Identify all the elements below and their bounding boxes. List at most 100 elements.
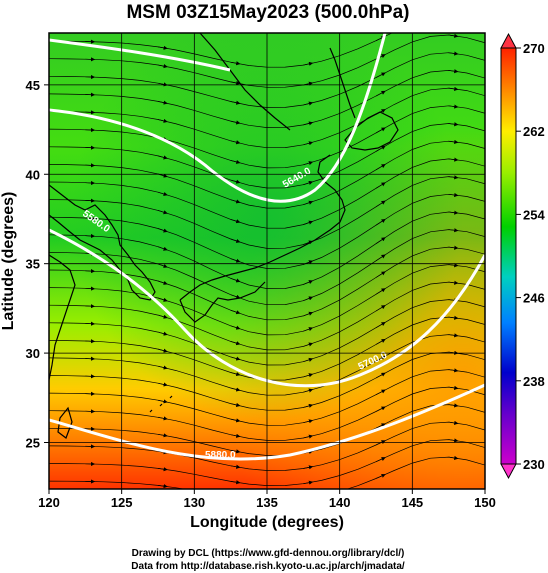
taiwan-coastline bbox=[57, 406, 73, 439]
flow-arrow bbox=[448, 438, 459, 443]
flow-arrow bbox=[157, 314, 168, 319]
flow-arrow bbox=[375, 406, 386, 412]
flow-arrow bbox=[230, 480, 241, 485]
flow-arrow bbox=[157, 246, 168, 251]
flow-arrow bbox=[157, 45, 168, 50]
contour-5880 bbox=[49, 383, 485, 461]
flow-arrow bbox=[448, 280, 459, 285]
flow-arrow bbox=[448, 122, 459, 127]
flow-arrow bbox=[303, 280, 314, 285]
chart-title: MSM 03Z15May2023 (500.0hPa) bbox=[126, 2, 409, 23]
flow-arrow bbox=[448, 33, 459, 38]
flow-arrow bbox=[230, 371, 241, 377]
colorbar-tick-label: 254 bbox=[523, 207, 545, 222]
sakhalin-coastline bbox=[329, 47, 356, 119]
flow-arrow bbox=[230, 61, 241, 66]
flow-arrow bbox=[157, 263, 168, 268]
flow-arrow bbox=[230, 120, 241, 125]
flow-arrow bbox=[303, 296, 314, 301]
colorbar-tick-label: 238 bbox=[523, 374, 545, 389]
flow-arrow bbox=[448, 104, 459, 109]
flow-arrow bbox=[230, 309, 241, 315]
flow-arrow bbox=[85, 198, 96, 203]
flow-arrow bbox=[85, 233, 96, 239]
flow-arrow bbox=[85, 216, 96, 221]
flow-arrow bbox=[448, 263, 459, 268]
flow-arrow bbox=[157, 331, 168, 336]
colorbar: 230 238 246 254 262 270 bbox=[500, 32, 545, 480]
flow-arrow bbox=[303, 373, 314, 378]
flow-arrow bbox=[375, 288, 386, 295]
colorbar-tick-label: 246 bbox=[523, 291, 545, 306]
flow-arrow bbox=[303, 61, 314, 66]
flow-arrow bbox=[157, 297, 168, 302]
flow-arrow bbox=[303, 342, 314, 347]
flow-arrow bbox=[157, 382, 168, 387]
flow-arrow bbox=[230, 100, 241, 105]
flow-arrow bbox=[303, 434, 314, 439]
flow-arrow bbox=[230, 80, 241, 86]
flow-arrow bbox=[375, 182, 386, 189]
y-axis-ticks: 25 30 35 40 45 bbox=[26, 78, 49, 451]
flow-arrow bbox=[230, 258, 241, 263]
flow-arrow bbox=[157, 484, 168, 489]
flow-arrow bbox=[448, 86, 459, 91]
flow-arrow bbox=[449, 17, 458, 18]
flow-arrow bbox=[303, 200, 314, 206]
flow-arrow bbox=[230, 387, 241, 392]
flow-arrow bbox=[230, 199, 241, 204]
x-tick-label: 120 bbox=[38, 495, 60, 510]
lat-lon-grid bbox=[49, 33, 485, 489]
flow-arrow bbox=[303, 180, 314, 186]
flow-arrow bbox=[375, 473, 386, 479]
flow-arrow bbox=[448, 315, 459, 320]
colorbar-min-triangle bbox=[500, 463, 517, 480]
flow-arrow bbox=[375, 322, 386, 329]
colorbar-tick-label: 230 bbox=[523, 457, 545, 472]
flow-arrow bbox=[303, 419, 314, 424]
colorbar-ticks: 230 238 246 254 262 270 bbox=[516, 41, 545, 472]
flow-arrow bbox=[448, 368, 459, 373]
flow-arrow bbox=[375, 271, 386, 278]
flow-arrow bbox=[375, 218, 386, 226]
flow-arrow bbox=[448, 139, 459, 145]
flow-arrow bbox=[303, 121, 314, 126]
flow-arrow bbox=[303, 141, 314, 146]
contour-5580 bbox=[49, 38, 231, 72]
credit-drawing: Drawing by DCL (https://www.gfd-dennou.o… bbox=[132, 548, 405, 559]
flow-arrow bbox=[157, 348, 168, 353]
flow-arrow bbox=[230, 159, 241, 164]
colorbar-tick-label: 262 bbox=[523, 124, 545, 139]
flow-arrow bbox=[157, 228, 168, 233]
flow-arrow bbox=[303, 101, 314, 106]
flow-arrow bbox=[448, 69, 459, 74]
colorbar-gradient bbox=[500, 47, 517, 465]
colorbar-tick-label: 270 bbox=[523, 41, 545, 56]
flow-arrow bbox=[230, 179, 241, 184]
flow-arrow bbox=[157, 399, 168, 404]
flow-arrow bbox=[448, 192, 459, 198]
flow-arrow bbox=[375, 389, 386, 396]
flow-arrow bbox=[303, 220, 314, 225]
flow-arrow bbox=[230, 325, 241, 330]
x-tick-label: 150 bbox=[474, 495, 496, 510]
flow-arrow bbox=[448, 228, 459, 233]
flow-arrow bbox=[303, 161, 314, 166]
flow-arrow bbox=[448, 175, 459, 180]
flow-arrow bbox=[157, 467, 168, 472]
flow-arrow bbox=[230, 402, 241, 407]
flow-arrow bbox=[375, 372, 386, 379]
flow-arrow bbox=[375, 457, 386, 463]
flow-arrow bbox=[230, 433, 241, 438]
flow-arrow bbox=[230, 219, 241, 224]
flow-arrow bbox=[375, 127, 386, 134]
flow-arrow bbox=[157, 100, 168, 105]
x-axis-label: Longitude (degrees) bbox=[190, 514, 344, 531]
contour-label-5880: 5880.0 bbox=[205, 450, 236, 461]
kyushu-shikoku-coastline bbox=[179, 281, 266, 323]
flow-arrow bbox=[303, 240, 314, 245]
flow-arrow bbox=[230, 356, 241, 361]
flow-arrow bbox=[157, 155, 168, 160]
flow-arrow bbox=[375, 254, 386, 262]
